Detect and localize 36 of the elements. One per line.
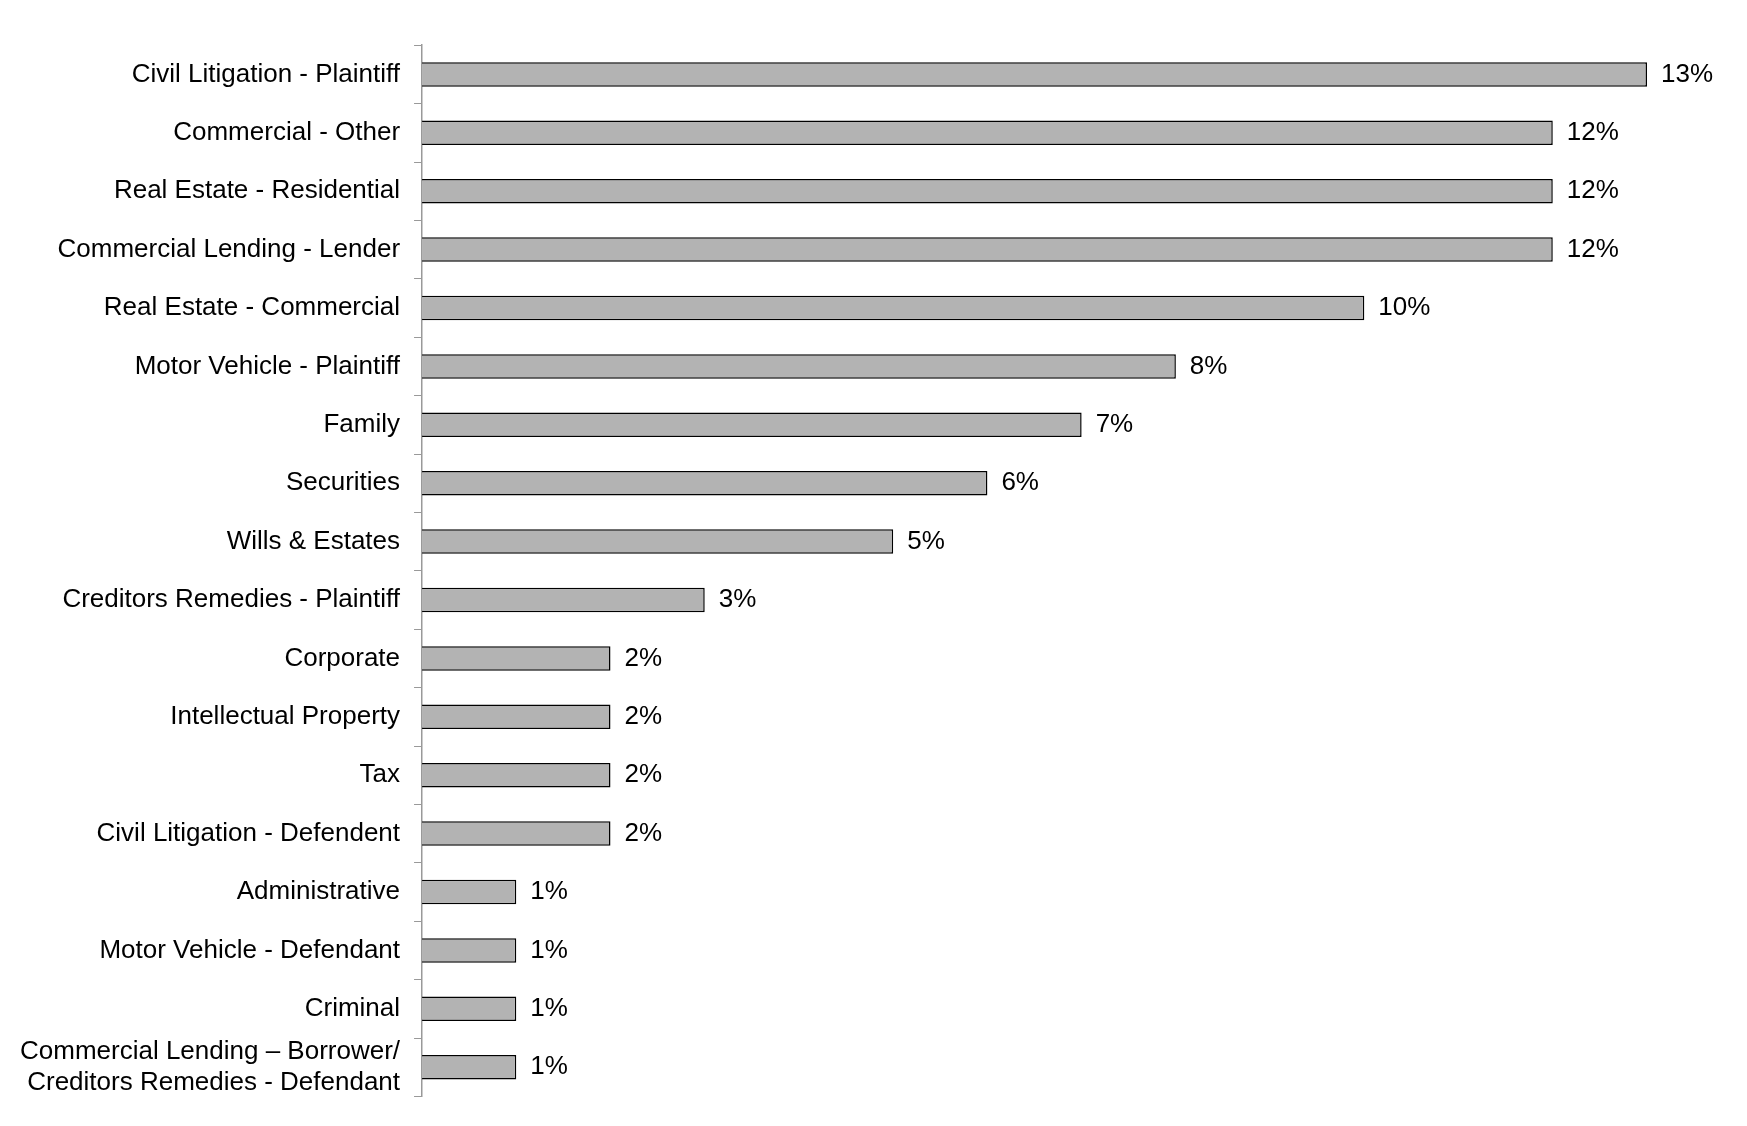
y-tick-label: Tax [359, 758, 401, 789]
y-tick-label: Real Estate - Commercial [103, 291, 401, 322]
data-label: 1% [530, 933, 568, 964]
y-tick-label: Criminal [304, 991, 401, 1022]
data-label: 5% [907, 524, 945, 555]
data-label: 1% [530, 991, 568, 1022]
data-label: 2% [624, 758, 663, 789]
data-label: 13% [1661, 57, 1714, 88]
data-label: 2% [624, 699, 663, 730]
data-label: 2% [624, 641, 663, 672]
y-tick-label: Motor Vehicle - Defendant [99, 933, 401, 964]
y-tick-label: Civil Litigation - Plaintiff [131, 57, 401, 88]
data-label: 12% [1566, 232, 1619, 263]
y-tick-label: Securities [285, 466, 401, 497]
data-label: 8% [1189, 349, 1228, 380]
data-label: 7% [1095, 407, 1134, 438]
data-label: 12% [1566, 115, 1619, 146]
data-label: 10% [1378, 291, 1431, 322]
y-tick-label: Intellectual Property [170, 699, 401, 730]
data-label: 12% [1566, 174, 1619, 205]
y-tick-label: Commercial Lending - Lender [57, 232, 401, 263]
y-tick-label: Civil Litigation - Defendent [96, 816, 401, 847]
y-tick-label: Commercial Lending – Borrower/ Creditors Remedies - Defendant [20, 1034, 401, 1096]
y-tick-label: Family [323, 407, 401, 438]
y-tick-label: Commercial - Other [173, 115, 401, 146]
data-label: 2% [624, 816, 663, 847]
y-tick-label: Administrative [236, 875, 401, 906]
y-tick-label: Creditors Remedies - Plaintiff [62, 583, 401, 614]
data-label: 6% [1001, 466, 1039, 497]
y-tick-label: Real Estate - Residential [113, 174, 401, 205]
y-tick-label: Corporate [284, 641, 401, 672]
data-label: 1% [530, 875, 568, 906]
data-label: 1% [530, 1050, 568, 1081]
y-tick-label: Motor Vehicle - Plaintiff [134, 349, 401, 380]
data-label: 3% [718, 583, 757, 614]
y-tick-label: Wills & Estates [226, 524, 401, 555]
